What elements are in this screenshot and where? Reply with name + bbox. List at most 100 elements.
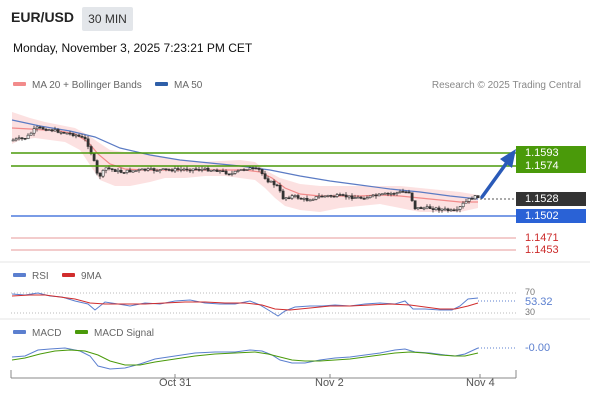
- candle-body: [236, 170, 240, 172]
- candle-body: [428, 206, 432, 210]
- x-tick-label: Oct 31: [159, 377, 192, 389]
- candle-body: [56, 129, 60, 133]
- candle-body: [131, 170, 135, 173]
- candle-body: [251, 167, 255, 170]
- candle-body: [281, 190, 285, 200]
- candle-body: [335, 194, 339, 197]
- candle-body: [440, 208, 444, 211]
- rsi-label: RSI: [32, 271, 49, 282]
- candle-body: [425, 206, 429, 209]
- candle-body: [296, 195, 300, 199]
- candle-body: [80, 136, 84, 138]
- candle-body: [371, 194, 375, 197]
- candle-body: [29, 132, 33, 136]
- candle-body: [245, 169, 249, 171]
- candle-body: [392, 193, 396, 195]
- instrument-title: EUR/USD: [11, 9, 75, 25]
- candle-body: [110, 168, 114, 170]
- candle-body: [278, 185, 282, 192]
- candle-body: [77, 134, 81, 137]
- bollinger-band: [12, 112, 478, 212]
- rsi-level-70: 70: [525, 287, 536, 297]
- candle-body: [173, 168, 177, 172]
- legend-ma20: MA 20 + Bollinger Bands: [13, 80, 142, 91]
- candle-body: [374, 194, 378, 197]
- candle-body: [194, 168, 198, 171]
- candle-body: [380, 193, 384, 196]
- candle-body: [107, 167, 111, 170]
- candle-body: [158, 169, 162, 172]
- candle-body: [59, 132, 63, 134]
- candle-body: [353, 197, 357, 199]
- candle-body: [74, 134, 78, 137]
- candle-body: [65, 132, 69, 135]
- candle-body: [17, 137, 21, 140]
- candle-body: [209, 170, 213, 172]
- candle-body: [200, 169, 204, 171]
- candle-body: [410, 192, 414, 201]
- candle-body: [332, 195, 336, 198]
- x-tick-label: Nov 2: [315, 377, 344, 389]
- candle-body: [116, 169, 120, 172]
- candle-body: [248, 167, 252, 170]
- timeframe-badge[interactable]: 30 MIN: [82, 7, 133, 31]
- candle-body: [203, 167, 207, 170]
- forecast-arrow: [480, 159, 510, 199]
- candle-body: [272, 180, 276, 186]
- candle-body: [416, 207, 420, 210]
- candle-body: [398, 191, 402, 193]
- candle-body: [464, 201, 468, 204]
- rsi-level-30: 30: [525, 307, 536, 317]
- candle-body: [161, 168, 165, 170]
- candle-body: [362, 198, 366, 200]
- candle-body: [23, 138, 27, 140]
- candle-body: [68, 132, 72, 135]
- timestamp: Monday, November 3, 2025 7:23:21 PM CET: [13, 41, 253, 55]
- candle-body: [407, 191, 411, 194]
- candle-body: [323, 195, 327, 198]
- candle-body: [140, 168, 144, 171]
- candle-body: [146, 168, 150, 171]
- candle-body: [290, 195, 294, 199]
- candle-body: [443, 208, 447, 211]
- macd-signal-swatch: [75, 330, 88, 335]
- candle-body: [32, 128, 36, 134]
- candle-body: [152, 168, 156, 172]
- candle-body: [311, 199, 315, 201]
- candle-body: [473, 195, 477, 200]
- candle-body: [287, 197, 291, 199]
- candle-body: [122, 172, 126, 174]
- candle-body: [449, 209, 453, 212]
- resistance-2-tag: 1.1593: [516, 146, 586, 160]
- candle-body: [383, 192, 387, 195]
- candle-body: [359, 196, 363, 199]
- candle-body: [389, 193, 393, 195]
- candle-body: [137, 169, 141, 171]
- rsi-ma-label: 9MA: [81, 271, 102, 282]
- macd-signal-line: [11, 349, 479, 366]
- candle-body: [182, 168, 186, 171]
- candle-body: [452, 209, 456, 212]
- candle-body: [104, 167, 108, 171]
- candle-body: [341, 194, 345, 196]
- ma20-label: MA 20 + Bollinger Bands: [32, 80, 142, 91]
- candle-body: [11, 139, 15, 142]
- candle-body: [134, 170, 138, 172]
- macd-signal-label: MACD Signal: [94, 328, 155, 339]
- candle-body: [344, 194, 348, 198]
- candle-body: [92, 153, 96, 161]
- candle-body: [86, 138, 90, 147]
- candle-body: [233, 170, 237, 174]
- ma50-swatch: [155, 82, 168, 87]
- candle-body: [347, 195, 351, 198]
- candle-body: [167, 169, 171, 171]
- candle-body: [50, 129, 54, 132]
- candle-body: [20, 137, 24, 140]
- candle-body: [215, 169, 219, 172]
- candle-body: [44, 128, 48, 131]
- candle-body: [350, 195, 354, 199]
- rsi-ma-line: [11, 294, 479, 311]
- ma20-line: [11, 127, 478, 203]
- candle-body: [413, 200, 417, 210]
